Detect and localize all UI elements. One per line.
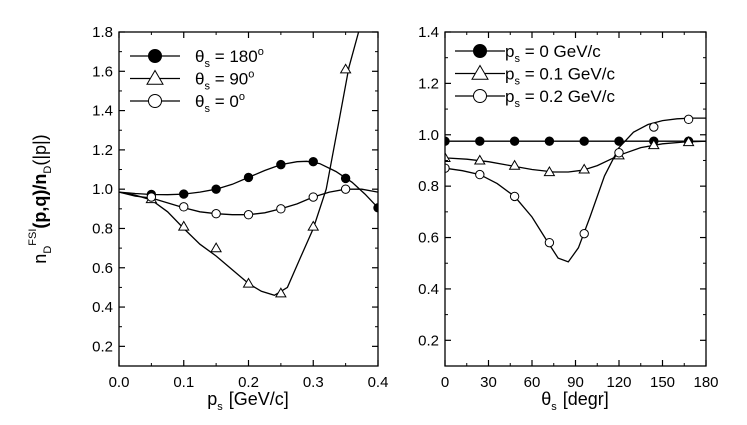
- left-series-1-point-5: [307, 220, 320, 231]
- right-y-tick-label: 0.4: [418, 281, 439, 298]
- right-series-line-2: [445, 117, 706, 263]
- left-y-tick-label: 0.8: [92, 220, 113, 237]
- left-series-2-point-2: [211, 209, 221, 219]
- right-series-2-point-2: [509, 191, 520, 202]
- right-chart-panel: 0 30 60 90 120 150 180 0.2 0.4 0.6 0.8 1.0 1.2 1.4 ps…: [418, 24, 718, 413]
- left-series-2-point-5: [308, 192, 318, 202]
- left-series-1-point-3: [242, 277, 255, 288]
- left-legend-marker-1: [146, 69, 164, 85]
- right-legend-marker-0: [473, 44, 487, 58]
- right-legend: ps = 0 GeV/cps = 0.1 GeV/cps = 0.2 GeV/c: [455, 42, 615, 110]
- left-series-2-point-3: [243, 210, 254, 220]
- left-y-tick-label: 0.6: [92, 260, 113, 277]
- left-series-2-point-0: [146, 192, 157, 202]
- left-y-tick-label: 1.8: [92, 24, 113, 41]
- left-y-tick-label: 0.2: [92, 338, 113, 355]
- left-legend-label-2: θs = 0o: [195, 91, 245, 115]
- left-series-1-point-1: [177, 220, 190, 231]
- left-series-0-point-1: [179, 189, 189, 199]
- right-series-2-point-0: [445, 163, 450, 173]
- svg-text:nDFSI(p,q)/nD(|p|): nDFSI(p,q)/nD(|p|): [27, 134, 54, 263]
- right-series-line-1: [445, 140, 706, 173]
- right-series-0-point-0: [445, 136, 450, 146]
- left-x-tick-label: 0.1: [173, 374, 194, 391]
- right-y-tick-label: 0.8: [418, 178, 439, 195]
- left-marker-layer: [145, 63, 378, 298]
- left-legend-marker-2: [148, 94, 162, 108]
- right-series-0-point-2: [509, 136, 520, 146]
- right-series-2-point-5: [614, 148, 624, 158]
- left-y-tick-label: 1.4: [92, 103, 113, 120]
- right-series-1-point-4: [578, 163, 591, 174]
- left-series-0-point-3: [243, 172, 254, 183]
- left-x-axis-label: ps [GeV/c]: [207, 389, 289, 413]
- right-x-tick-label: 180: [693, 374, 718, 391]
- left-series-1-point-2: [210, 242, 222, 253]
- right-y-tick-label: 1.2: [418, 75, 439, 92]
- left-y-tick-label: 1.2: [92, 142, 113, 159]
- left-x-tick-label: 0.0: [109, 374, 130, 391]
- left-chart-panel: 0.0 0.1 0.2 0.3 0.4 0.2 0.4 0.6 0.8 1.0 1.2 1.4 1.6 1…: [27, 24, 388, 413]
- right-legend-marker-2: [473, 89, 487, 103]
- left-x-tick-label: 0.3: [303, 374, 324, 391]
- right-x-tick-label: 90: [567, 374, 584, 391]
- right-y-tick-label: 0.6: [418, 230, 439, 247]
- left-x-tick-label: 0.2: [238, 374, 259, 391]
- left-series-0-point-6: [340, 173, 351, 184]
- right-series-2-point-6: [649, 122, 659, 132]
- right-series-0-point-4: [579, 136, 589, 146]
- right-y-tick-label: 0.2: [418, 332, 439, 349]
- left-legend-label-1: θs = 90o: [195, 69, 254, 93]
- left-series-1-point-6: [339, 63, 352, 74]
- right-series-0-point-3: [544, 136, 555, 146]
- left-series-0-point-5: [308, 156, 318, 167]
- right-x-tick-label: 120: [606, 374, 631, 391]
- left-y-tick-label: 1.6: [92, 63, 113, 80]
- right-series-2-point-1: [475, 169, 485, 180]
- right-series-0-point-1: [475, 136, 485, 146]
- left-y-axis-label: nDFSI(p,q)/nD(|p|): [27, 134, 54, 263]
- right-series-0-point-5: [614, 136, 624, 146]
- left-y-tick-label: 1.0: [92, 181, 113, 198]
- right-legend-label-1: ps = 0.1 GeV/c: [505, 65, 615, 88]
- left-y-tick-label: 0.4: [92, 299, 113, 316]
- left-series-0-point-2: [211, 184, 221, 194]
- right-legend-label-0: ps = 0 GeV/c: [505, 42, 601, 65]
- left-series-line-1: [119, 32, 360, 297]
- right-x-tick-label: 30: [480, 374, 497, 391]
- left-series-1-point-4: [275, 287, 287, 298]
- right-series-1-point-0: [445, 151, 451, 162]
- right-series-1-point-6: [647, 139, 660, 150]
- left-x-tick-label: 0.4: [368, 374, 389, 391]
- right-y-tick-label: 1.4: [418, 24, 439, 41]
- right-x-tick-label: 150: [650, 374, 675, 391]
- left-series-2-point-4: [276, 204, 286, 214]
- right-legend-marker-1: [471, 64, 489, 80]
- right-marker-layer: [445, 114, 695, 248]
- right-tick-layer: 0 30 60 90 120 150 180 0.2 0.4 0.6 0.8 1.0 1.2 1.4: [418, 24, 718, 391]
- right-series-2-point-4: [579, 228, 589, 239]
- left-series-2-point-6: [340, 184, 351, 194]
- left-series-2-point-1: [179, 202, 189, 212]
- right-series-1-point-2: [508, 159, 521, 170]
- right-x-tick-label: 60: [524, 374, 541, 391]
- left-series-line-0: [119, 160, 378, 209]
- left-tick-layer: 0.0 0.1 0.2 0.3 0.4 0.2 0.4 0.6 0.8 1.0 1.2 1.4 1.6 1…: [92, 24, 388, 391]
- left-legend-label-0: θs = 180o: [195, 46, 264, 70]
- right-series-1-point-7: [682, 135, 695, 147]
- right-series-1-point-1: [473, 154, 486, 165]
- right-x-tick-label: 0: [441, 374, 449, 391]
- right-series-2-point-3: [544, 237, 555, 248]
- right-legend-label-2: ps = 0.2 GeV/c: [505, 87, 615, 110]
- right-y-tick-label: 1.0: [418, 127, 439, 144]
- left-legend-marker-0: [148, 49, 162, 63]
- right-x-axis-label: θs [degr]: [541, 389, 609, 413]
- right-series-1-point-3: [543, 166, 556, 177]
- right-series-2-point-7: [683, 114, 694, 125]
- left-series-0-point-4: [276, 159, 286, 170]
- right-series-layer: [445, 117, 706, 263]
